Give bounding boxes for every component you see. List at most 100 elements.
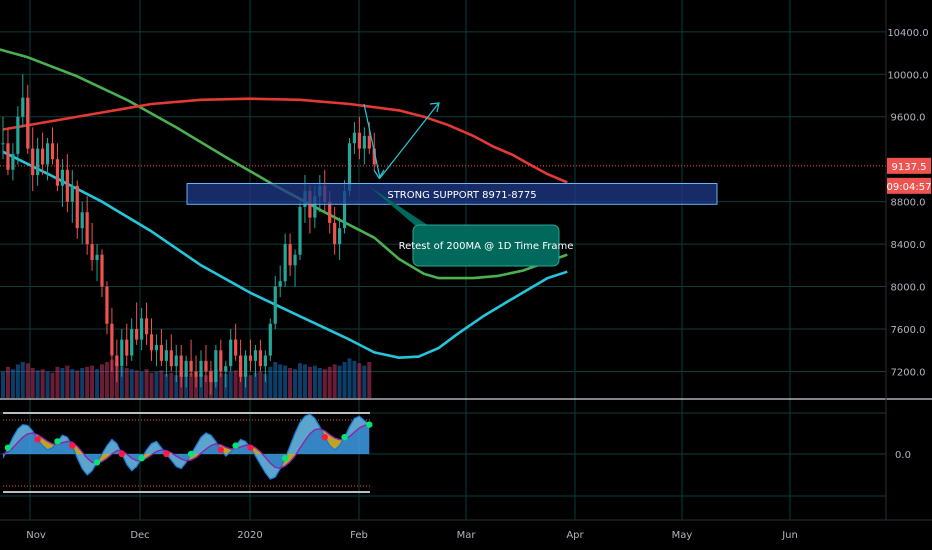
- candle-body: [90, 244, 94, 261]
- candle-body: [199, 360, 203, 377]
- candle-body: [219, 350, 223, 372]
- time-tick-label: Apr: [566, 530, 584, 541]
- volume-bar: [273, 362, 278, 398]
- candle-body: [342, 191, 347, 229]
- candle-body: [347, 143, 352, 192]
- volume-bar: [70, 369, 75, 398]
- volume-bar: [228, 371, 233, 398]
- candle-body: [268, 323, 272, 356]
- volume-bar: [65, 365, 70, 398]
- candle-body: [120, 339, 124, 367]
- candle-body: [21, 97, 25, 117]
- volume-bar: [248, 375, 253, 398]
- candle-body: [352, 132, 357, 144]
- volume-bar: [5, 366, 10, 398]
- price-tick-label: 8800.0: [891, 198, 926, 209]
- buy-signal-dot: [187, 450, 195, 458]
- candle-body: [328, 201, 332, 223]
- candle-body: [50, 143, 55, 160]
- ma-green-line: [0, 48, 568, 280]
- volume-bar: [278, 364, 283, 398]
- candle-body: [125, 339, 129, 356]
- volume-bars: [1, 358, 372, 398]
- time-tick-label: Feb: [350, 530, 368, 541]
- candle-body: [110, 323, 114, 356]
- volume-bar: [298, 363, 302, 398]
- volume-bar: [367, 362, 372, 398]
- candle-body: [189, 360, 193, 372]
- current-price-tag-box: [887, 157, 931, 174]
- current-price-label: 9137.5: [892, 162, 927, 173]
- volume-bar: [10, 369, 15, 398]
- volume-bar: [35, 370, 40, 398]
- arrow-head-up: [429, 102, 440, 113]
- candle-body: [164, 350, 168, 361]
- volume-bar: [15, 364, 20, 398]
- callout-box[interactable]: [412, 224, 560, 267]
- countdown-tag: 09:04:57: [887, 177, 932, 194]
- volume-bar: [100, 364, 104, 398]
- volume-bar: [312, 365, 317, 398]
- candle-body: [41, 148, 45, 165]
- price-tick-label: 10400.0: [887, 28, 928, 39]
- candle-body: [278, 281, 282, 287]
- volume-bar: [174, 375, 179, 398]
- volume-bar: [288, 368, 293, 398]
- sell-signal-dot: [247, 444, 254, 451]
- arrow-drawing[interactable]: [363, 102, 440, 180]
- candle-body: [75, 185, 79, 229]
- candle-body: [273, 286, 277, 324]
- price-tick-label: 7200.0: [891, 367, 926, 378]
- volume-bar: [90, 365, 95, 398]
- price-axis[interactable]: 7200.0 7600.0 8000.0 8400.0 8800.0 9600.0 1000…: [887, 28, 928, 461]
- candle-body: [55, 159, 60, 186]
- buy-signal-dot: [54, 438, 61, 445]
- arrow-path: [363, 103, 439, 180]
- candle-body: [65, 169, 69, 202]
- volume-bar: [85, 366, 90, 398]
- volume-bar: [317, 368, 322, 398]
- candle-body: [298, 206, 302, 255]
- price-tick-label: 10000.0: [887, 70, 928, 81]
- volume-bar: [238, 372, 243, 398]
- candle-body: [214, 350, 218, 383]
- candle-body: [338, 228, 342, 245]
- volume-bar: [352, 360, 357, 398]
- volume-bar: [263, 374, 268, 398]
- countdown-label: 09:04:57: [887, 182, 932, 193]
- candle-body: [283, 244, 287, 282]
- support-zone[interactable]: STRONG SUPPORT 8971-8775: [186, 183, 718, 205]
- volume-bar: [55, 366, 60, 398]
- candle-body: [16, 116, 20, 154]
- candle-body: [105, 286, 109, 324]
- current-price-tag: 9137.5: [887, 157, 931, 174]
- volume-bar: [75, 370, 80, 398]
- buy-signal-dot: [4, 444, 12, 451]
- volume-bar: [40, 369, 45, 398]
- candle-body: [239, 355, 243, 377]
- buy-signal-dot: [93, 459, 101, 466]
- price-tick-label: 7600.0: [891, 325, 926, 336]
- volume-bar: [189, 372, 194, 398]
- volume-bar: [327, 366, 332, 398]
- buy-signal-dot: [281, 455, 289, 462]
- volume-bar: [25, 363, 30, 398]
- support-zone-box[interactable]: [186, 183, 718, 205]
- candle-body: [194, 371, 198, 377]
- ma-blue-line: [2, 150, 568, 359]
- volume-bar: [104, 362, 109, 398]
- time-axis[interactable]: Nov Dec 2020 Feb Mar Apr May Jun: [26, 530, 798, 541]
- candle-body: [11, 153, 15, 170]
- oscillator-pane: [2, 412, 373, 493]
- callout[interactable]: Retest of 200MA @ 1D Time Frame: [370, 187, 573, 267]
- oscillator-signal-line: [2, 423, 370, 470]
- volume-bar: [357, 363, 362, 398]
- support-zone-label: STRONG SUPPORT 8971-8775: [387, 190, 536, 201]
- oscillator-line: [2, 413, 370, 480]
- volume-bar: [129, 369, 134, 398]
- volume-bar: [203, 375, 208, 398]
- price-tick-label: 8400.0: [891, 240, 926, 251]
- candle-body: [288, 244, 292, 266]
- candle-body: [31, 148, 35, 176]
